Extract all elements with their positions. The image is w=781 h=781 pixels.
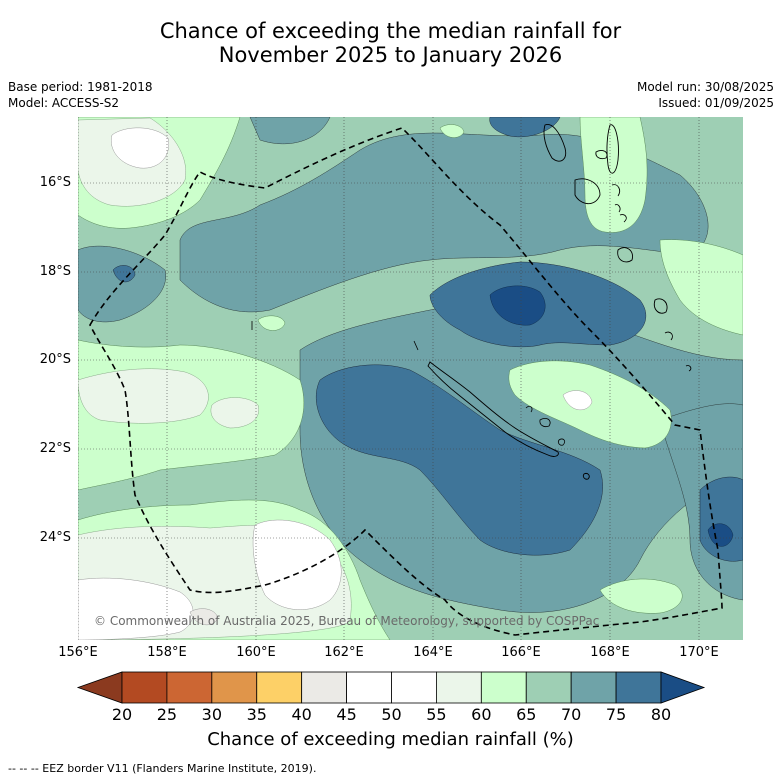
- colorbar-tick-label: 80: [650, 705, 672, 724]
- lat-label-22s: 22°S: [39, 441, 71, 456]
- model-run-label: Model run: 30/08/2025: [636, 80, 774, 94]
- tanna: [664, 331, 673, 341]
- region-60-65-small2: [439, 124, 465, 138]
- lat-label-24s: 24°S: [39, 530, 71, 545]
- colorbar-title: Chance of exceeding median rainfall (%): [207, 729, 574, 750]
- lat-label-20s: 20°S: [39, 352, 71, 367]
- region-75-80-northeast: [489, 117, 561, 138]
- colorbar-segment: [121, 671, 168, 704]
- colorbar-segment: [615, 671, 662, 704]
- vanuatu-islet-1: [595, 149, 608, 160]
- colorbar-segment: [166, 671, 213, 704]
- eez-footnote: -- -- -- EEZ border V11 (Flanders Marine…: [8, 762, 317, 775]
- efate: [617, 247, 633, 263]
- metadata-right: Model run: 30/08/2025 Issued: 01/09/2025: [637, 79, 774, 111]
- colorbar-segment: [436, 671, 482, 704]
- lon-label-164e: 164°E: [413, 645, 453, 660]
- colorbar-segment: [480, 671, 527, 704]
- lon-label-166e: 166°E: [501, 645, 541, 660]
- region-50-55-south: [252, 519, 342, 610]
- region-70-75-north: [179, 132, 709, 313]
- region-70-75-topleft: [249, 117, 331, 145]
- lat-label-16s: 16°S: [39, 175, 71, 190]
- region-55-60-west: [78, 368, 209, 424]
- model-label: Model: ACCESS-S2: [8, 96, 120, 110]
- colorbar-tick-label: 75: [605, 705, 627, 724]
- region-55-60-small: [210, 397, 260, 429]
- grid-lines: [78, 117, 743, 640]
- colorbar-segment: [301, 671, 347, 704]
- chart-title-line1: Chance of exceeding the median rainfall …: [159, 19, 622, 43]
- issued-label: Issued: 01/09/2025: [658, 96, 774, 110]
- colorbar-tick-label: 30: [201, 705, 222, 724]
- malakula: [574, 178, 601, 205]
- base-period-label: Base period: 1981-2018: [8, 80, 153, 94]
- lon-label-158e: 158°E: [147, 645, 187, 660]
- colorbar-tick-label: 20: [111, 705, 133, 724]
- new-caledonia-island: [427, 361, 559, 457]
- colorbar-tick-label: 65: [516, 705, 537, 724]
- region-40-45-small: [189, 608, 219, 625]
- loyalty-mare: [557, 438, 566, 446]
- isle-of-pines: [582, 473, 590, 480]
- metadata-left: Base period: 1981-2018 Model: ACCESS-S2: [8, 79, 153, 111]
- colorbar-tick-label: 55: [426, 705, 447, 724]
- lon-label-160e: 160°E: [236, 645, 276, 660]
- region-50-55-northwest: [110, 127, 170, 169]
- region-80plus-east: [707, 523, 734, 547]
- colorbar-segment: [346, 671, 392, 704]
- colorbar-segment: [570, 671, 617, 704]
- epi: [614, 204, 621, 213]
- espiritu-santo: [543, 124, 567, 162]
- belep-islet: [413, 340, 419, 351]
- lon-label-170e: 170°E: [679, 645, 719, 660]
- lat-label-18s: 18°S: [39, 264, 71, 279]
- region-75-80-small: [112, 265, 136, 283]
- colorbar-extension-high: [660, 671, 706, 704]
- lon-label-156e: 156°E: [58, 645, 98, 660]
- rainfall-field: [78, 117, 743, 640]
- region-60-65-southeast: [599, 578, 683, 614]
- colorbar-tick-label: 50: [381, 705, 402, 724]
- colorbar-tick-label: 35: [246, 705, 267, 724]
- erromango: [653, 298, 668, 314]
- colorbar-segment: [525, 671, 572, 704]
- colorbar-segment: [391, 671, 437, 704]
- region-75-80-south: [316, 364, 603, 556]
- colorbar-tick-label: 45: [336, 705, 357, 724]
- loyalty-ouvea: [525, 405, 533, 413]
- region-50-55-vanuatu: [562, 390, 593, 410]
- eez-border: [89, 127, 723, 636]
- loyalty-lifou: [539, 418, 551, 428]
- region-60-65-small1: [257, 315, 286, 331]
- lon-label-162e: 162°E: [324, 645, 364, 660]
- colorbar: [76, 671, 706, 704]
- colorbar-extension-low: [76, 671, 123, 704]
- copyright-notice: © Commonwealth of Australia 2025, Bureau…: [94, 614, 600, 628]
- maewo-pentecost: [606, 124, 619, 174]
- colorbar-tick-label: 70: [560, 705, 582, 724]
- colorbar-tick-label: 40: [291, 705, 312, 724]
- aneityum: [685, 365, 692, 372]
- chart-title-line2: November 2025 to January 2026: [218, 43, 563, 67]
- region-75-80-east: [699, 476, 743, 562]
- region-80plus-center: [489, 285, 546, 326]
- ambrym: [611, 184, 621, 197]
- colorbar-segment: [256, 671, 303, 704]
- colorbar-segment: [211, 671, 258, 704]
- colorbar-tick-label: 25: [156, 705, 178, 724]
- vanuatu-islands: [543, 124, 692, 372]
- colorbar-tick-label: 60: [471, 705, 492, 724]
- region-60-65-northeast: [579, 117, 648, 233]
- lon-label-168e: 168°E: [590, 645, 630, 660]
- vanuatu-islet-2: [619, 214, 627, 223]
